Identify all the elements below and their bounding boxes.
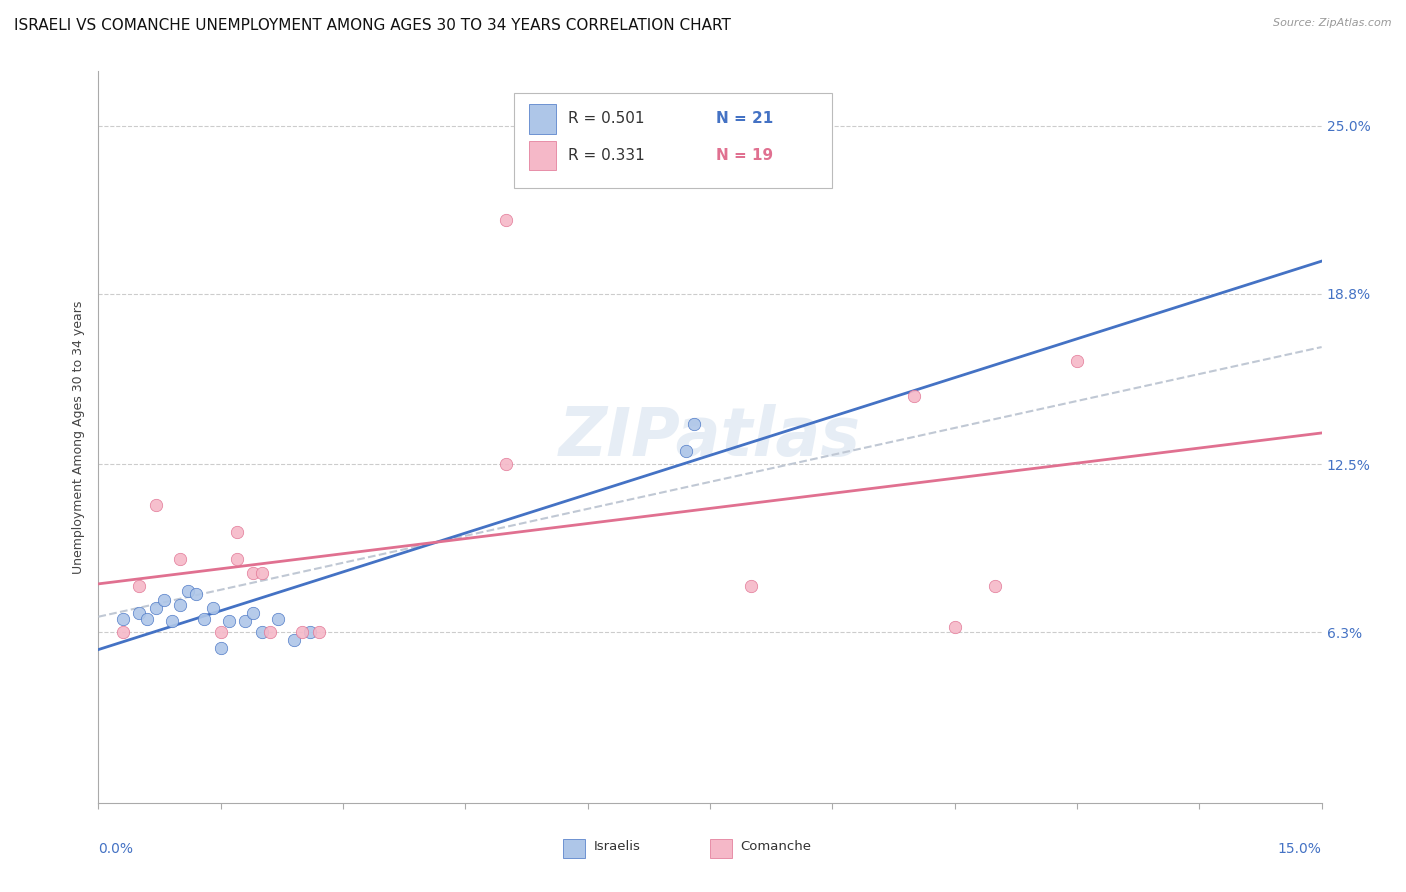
Point <box>145 600 167 615</box>
Bar <box>564 839 585 858</box>
Text: Source: ZipAtlas.com: Source: ZipAtlas.com <box>1274 18 1392 28</box>
Point <box>111 625 134 640</box>
Point <box>250 566 273 580</box>
Point <box>308 625 330 640</box>
Point <box>250 625 273 640</box>
Point <box>186 587 208 601</box>
Point <box>177 584 200 599</box>
Point <box>169 552 191 566</box>
Point <box>675 443 697 458</box>
Text: 15.0%: 15.0% <box>1278 842 1322 855</box>
Point <box>169 598 191 612</box>
Point <box>152 592 174 607</box>
Text: ZIPatlas: ZIPatlas <box>560 404 860 470</box>
Point <box>111 611 134 625</box>
Point <box>903 389 925 403</box>
Point <box>682 417 704 431</box>
Point <box>128 579 150 593</box>
Point <box>233 615 256 629</box>
Text: R = 0.501: R = 0.501 <box>568 112 644 127</box>
Point <box>242 606 264 620</box>
Point <box>1066 354 1088 368</box>
Point <box>193 611 215 625</box>
Text: N = 19: N = 19 <box>716 148 773 163</box>
Point <box>283 633 305 648</box>
Point <box>209 641 232 656</box>
Point <box>201 600 224 615</box>
Point <box>984 579 1007 593</box>
Text: Comanche: Comanche <box>741 840 811 853</box>
FancyBboxPatch shape <box>515 94 832 188</box>
Point <box>145 498 167 512</box>
Y-axis label: Unemployment Among Ages 30 to 34 years: Unemployment Among Ages 30 to 34 years <box>72 301 86 574</box>
Point <box>218 615 240 629</box>
Text: 0.0%: 0.0% <box>98 842 134 855</box>
Point <box>226 552 249 566</box>
Point <box>299 625 322 640</box>
Point <box>242 566 264 580</box>
Point <box>291 625 314 640</box>
Text: R = 0.331: R = 0.331 <box>568 148 645 163</box>
Text: Israelis: Israelis <box>593 840 641 853</box>
Point <box>495 213 517 227</box>
Point <box>495 457 517 471</box>
Point <box>160 615 183 629</box>
Point <box>128 606 150 620</box>
Point <box>259 625 281 640</box>
Point <box>209 625 232 640</box>
Point <box>740 579 762 593</box>
Bar <box>710 839 733 858</box>
Bar <box>529 141 555 170</box>
Point <box>226 524 249 539</box>
Text: ISRAELI VS COMANCHE UNEMPLOYMENT AMONG AGES 30 TO 34 YEARS CORRELATION CHART: ISRAELI VS COMANCHE UNEMPLOYMENT AMONG A… <box>14 18 731 33</box>
Bar <box>529 104 555 134</box>
Point <box>943 620 966 634</box>
Point <box>136 611 159 625</box>
Text: N = 21: N = 21 <box>716 112 773 127</box>
Point <box>267 611 290 625</box>
